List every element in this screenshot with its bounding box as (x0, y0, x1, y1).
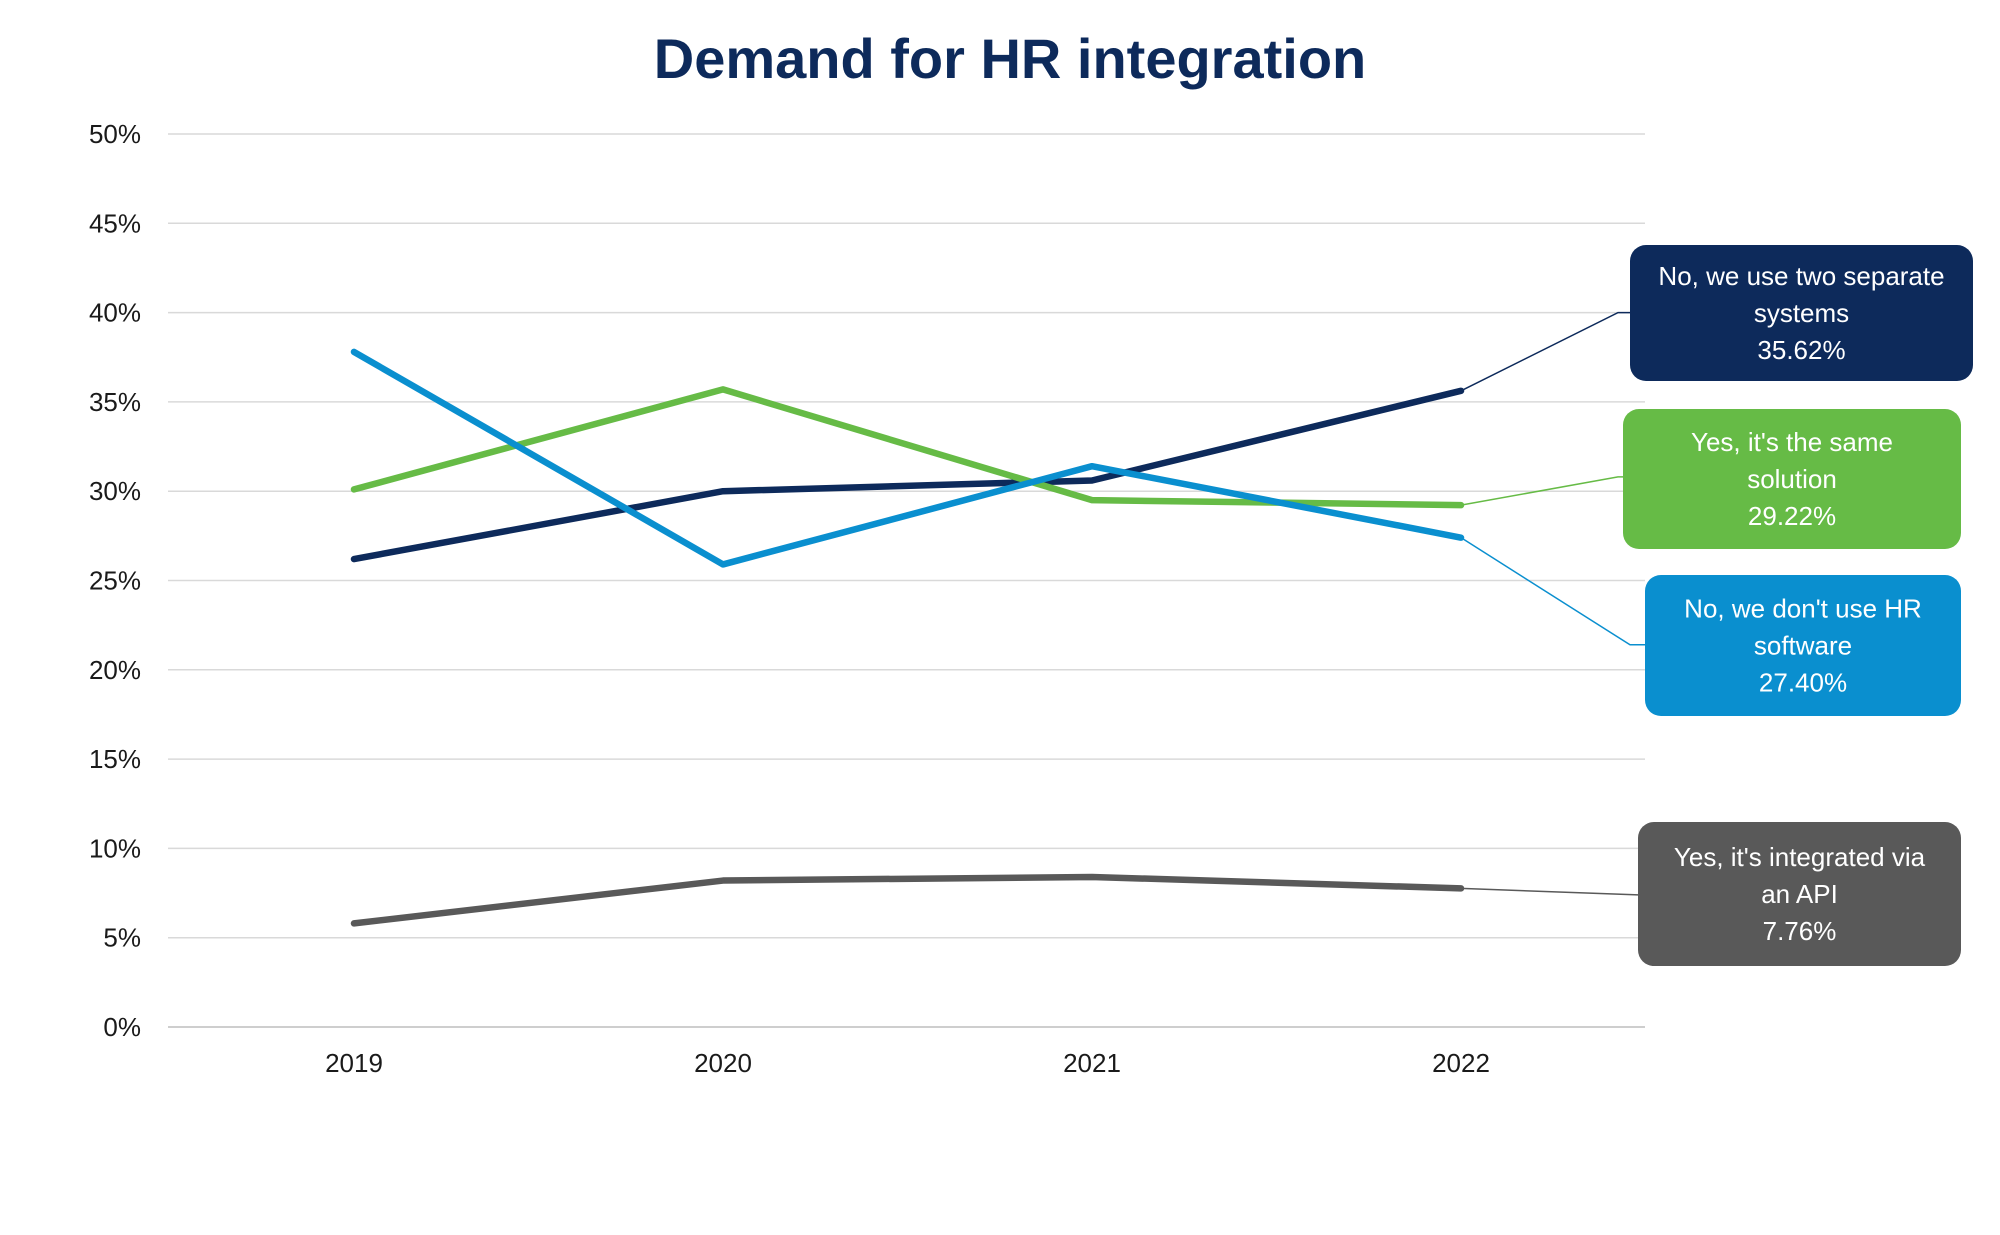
data-point (352, 921, 356, 925)
x-tick-label: 2021 (1063, 1048, 1121, 1078)
data-point (352, 557, 356, 561)
x-tick-label: 2019 (325, 1048, 383, 1078)
data-point (1090, 875, 1094, 879)
series-line (350, 348, 1465, 568)
x-axis: 2019 2020 2021 2022 (325, 1048, 1490, 1078)
leader-line (1460, 887, 1640, 896)
y-tick-label: 40% (89, 298, 141, 328)
leader-line (1460, 537, 1647, 646)
callout-box (1645, 575, 1961, 716)
leader-line (1460, 476, 1625, 506)
callout-label: No, we don't use HR (1684, 594, 1922, 624)
data-point (721, 562, 725, 566)
callout-box (1638, 822, 1961, 966)
callout-value: 27.40% (1759, 668, 1847, 698)
callout-label: systems (1754, 298, 1849, 328)
series-group (350, 873, 1465, 927)
data-point (721, 489, 725, 493)
data-point (1090, 464, 1094, 468)
y-tick-label: 45% (89, 208, 141, 238)
series-line (350, 387, 1465, 563)
x-tick-label: 2022 (1432, 1048, 1490, 1078)
y-tick-label: 10% (89, 833, 141, 863)
callout-label: software (1754, 631, 1852, 661)
series-callout: Yes, it's the same solution 29.22% (1623, 409, 1961, 549)
y-tick-label: 15% (89, 744, 141, 774)
callout-box (1623, 409, 1961, 549)
gridlines (168, 133, 1645, 1028)
callout-value: 29.22% (1748, 501, 1836, 531)
y-tick-label: 20% (89, 655, 141, 685)
callout-label: No, we use two separate (1658, 261, 1944, 291)
series-callout: No, we use two separate systems 35.62% (1630, 245, 1973, 381)
data-point (1090, 498, 1094, 502)
series-callout: No, we don't use HR software 27.40% (1645, 575, 1961, 716)
y-tick-label: 5% (103, 923, 141, 953)
callout-label: solution (1747, 464, 1837, 494)
x-tick-label: 2020 (694, 1048, 752, 1078)
y-tick-label: 0% (103, 1012, 141, 1042)
callout-layer: No, we use two separate systems 35.62% Yes,… (1460, 245, 1973, 966)
y-tick-label: 25% (89, 566, 141, 596)
series-line (350, 873, 1465, 927)
callout-value: 35.62% (1757, 335, 1845, 365)
data-point (721, 879, 725, 883)
leader-line (1460, 311, 1632, 392)
series-group (350, 387, 1465, 563)
data-point (352, 487, 356, 491)
chart-title: Demand for HR integration (654, 27, 1366, 90)
data-point (1090, 478, 1094, 482)
callout-box (1630, 245, 1973, 381)
y-tick-label: 35% (89, 387, 141, 417)
y-axis: 0% 5% 10% 15% 20% 25% 30% 35% 40% 45% 50% (89, 119, 141, 1042)
callout-label: Yes, it's integrated via (1674, 842, 1926, 872)
callout-label: Yes, it's the same (1691, 427, 1893, 457)
series-layer (350, 348, 1465, 927)
series-group (350, 348, 1465, 568)
y-tick-label: 30% (89, 476, 141, 506)
data-point (721, 387, 725, 391)
callout-value: 7.76% (1763, 916, 1837, 946)
y-tick-label: 50% (89, 119, 141, 149)
callout-label: an API (1761, 879, 1838, 909)
data-point (352, 350, 356, 354)
series-callout: Yes, it's integrated via an API 7.76% (1638, 822, 1961, 966)
